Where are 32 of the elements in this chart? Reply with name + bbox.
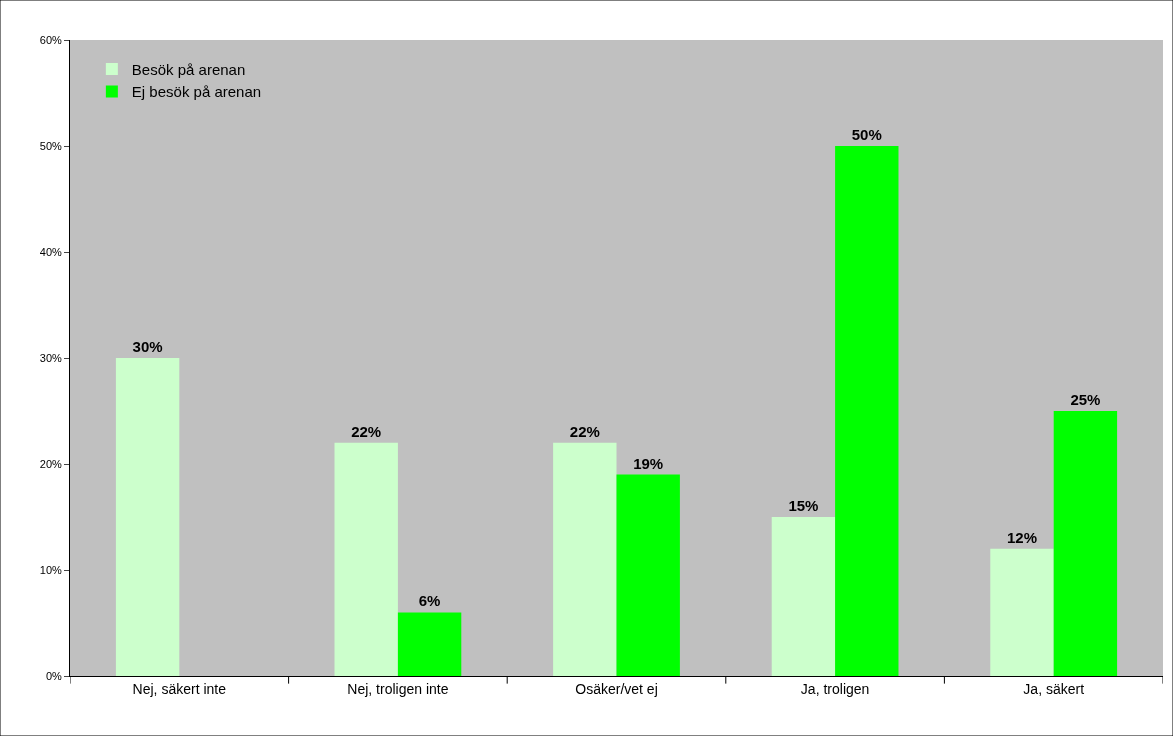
bar — [553, 442, 617, 676]
bar — [835, 146, 899, 676]
bar — [771, 517, 836, 676]
bar — [616, 474, 680, 676]
data-label: 30% — [132, 338, 163, 355]
data-label: 50% — [851, 126, 882, 143]
data-label: 22% — [569, 422, 600, 440]
data-label: 19% — [633, 454, 664, 472]
data-label: 25% — [1070, 391, 1101, 408]
x-tick-label: Nej, säkert inte — [132, 680, 227, 697]
legend-label: Besök på arenan — [131, 60, 246, 78]
y-tick-label: 40% — [39, 245, 62, 258]
y-tick-label: 0% — [45, 669, 63, 682]
y-tick-label: 30% — [39, 351, 62, 364]
x-tick-label: Nej, troligen inte — [347, 680, 449, 697]
bar — [115, 358, 180, 676]
y-tick-label: 20% — [39, 457, 62, 470]
y-tick-label: 50% — [39, 139, 62, 152]
bar — [990, 548, 1054, 676]
x-tick-label: Ja, säkert — [1023, 680, 1085, 697]
data-label: 15% — [788, 497, 819, 514]
x-tick-label: Osäker/vet ej — [575, 680, 658, 697]
data-label: 22% — [351, 422, 382, 440]
bar — [397, 612, 462, 676]
legend-label: Ej besök på arenan — [131, 83, 262, 101]
y-tick-label: 10% — [39, 563, 62, 576]
bar — [1053, 411, 1118, 676]
y-tick-label: 60% — [39, 33, 62, 46]
x-tick-label: Ja, troligen — [800, 680, 870, 697]
bar — [334, 442, 398, 676]
data-label: 12% — [1006, 528, 1038, 546]
data-label: 6% — [418, 592, 441, 610]
